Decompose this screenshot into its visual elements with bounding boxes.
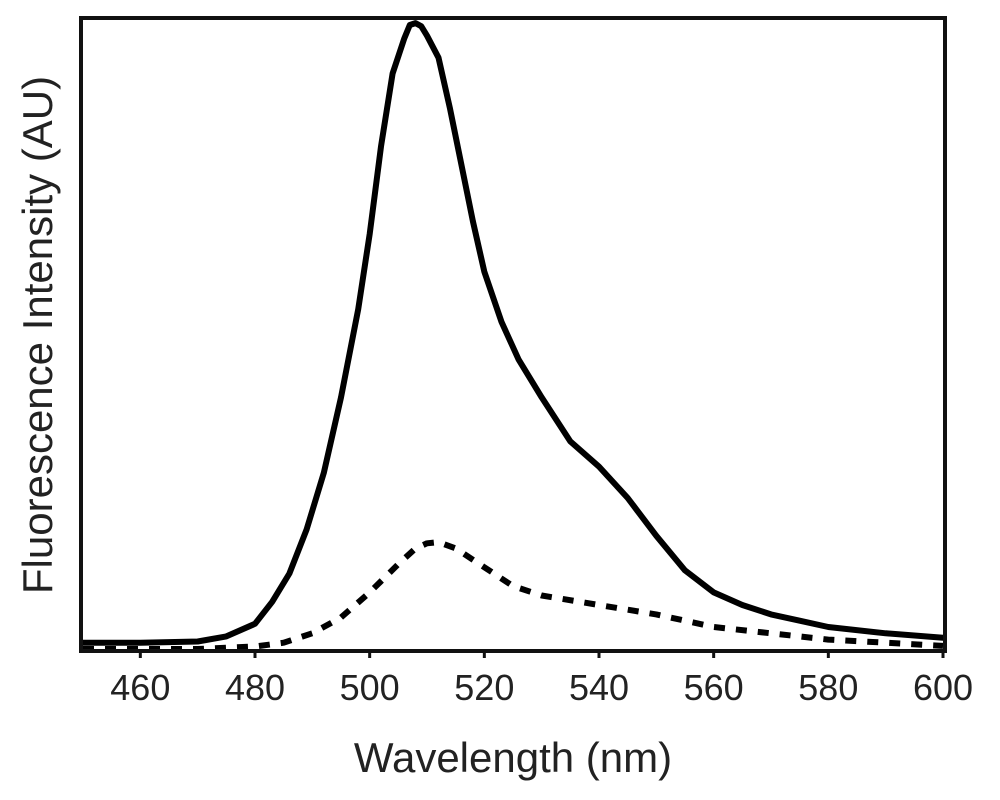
y-axis-label: Fluorescence Intensity (AU)	[14, 76, 61, 594]
x-tick-label: 520	[454, 667, 514, 708]
x-tick-label: 500	[340, 667, 400, 708]
series-line-solid	[80, 20, 946, 646]
x-tick-label: 560	[684, 667, 744, 708]
series-layer	[80, 20, 946, 652]
x-tick-label: 540	[569, 667, 629, 708]
plot-frame	[79, 16, 947, 653]
x-tick-label: 460	[110, 667, 170, 708]
x-tick-label: 580	[798, 667, 858, 708]
x-tick-label: 600	[913, 667, 973, 708]
x-axis-label: Wavelength (nm)	[354, 734, 672, 781]
series-line-dashed	[83, 539, 944, 652]
x-tick-label: 480	[225, 667, 285, 708]
x-ticks: 460 480 500 520 540 560 580 600	[110, 651, 973, 708]
